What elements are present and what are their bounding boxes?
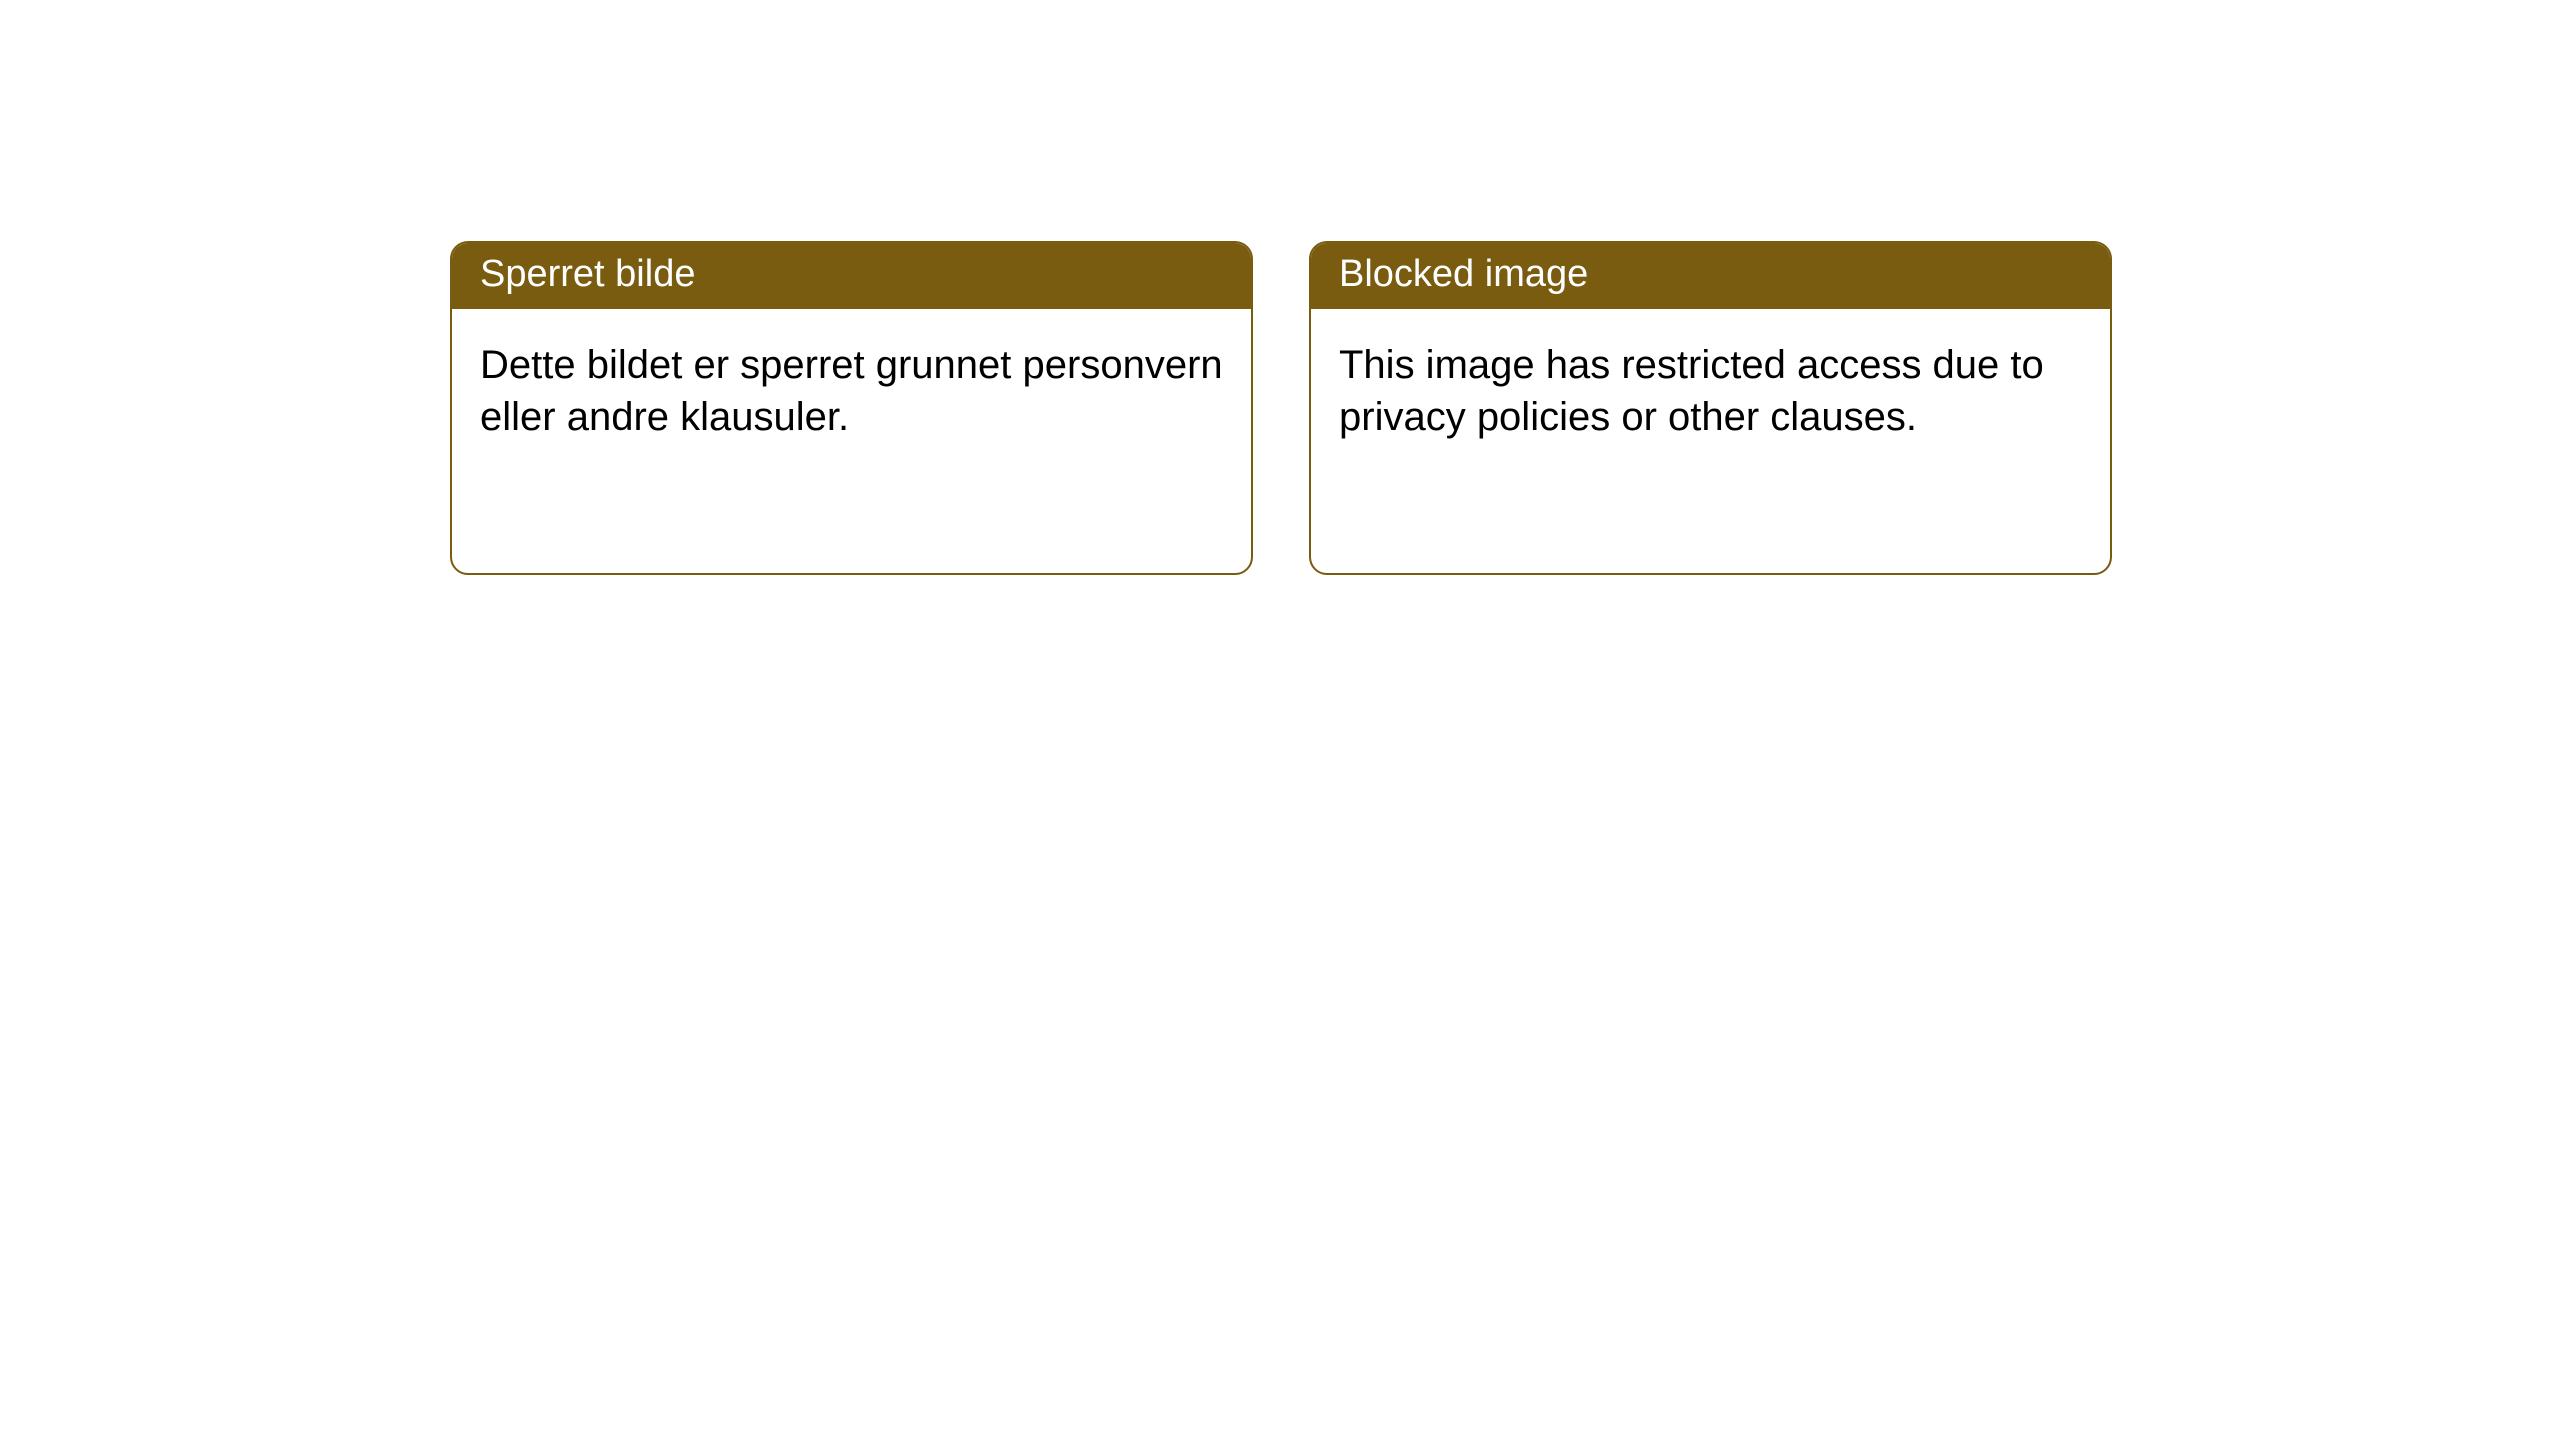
notice-container: Sperret bilde Dette bildet er sperret gr… bbox=[450, 241, 2112, 575]
notice-card-en: Blocked image This image has restricted … bbox=[1309, 241, 2112, 575]
notice-card-no: Sperret bilde Dette bildet er sperret gr… bbox=[450, 241, 1253, 575]
notice-body-en: This image has restricted access due to … bbox=[1311, 309, 2110, 473]
notice-body-no: Dette bildet er sperret grunnet personve… bbox=[452, 309, 1251, 473]
notice-header-en: Blocked image bbox=[1311, 243, 2110, 309]
notice-header-no: Sperret bilde bbox=[452, 243, 1251, 309]
